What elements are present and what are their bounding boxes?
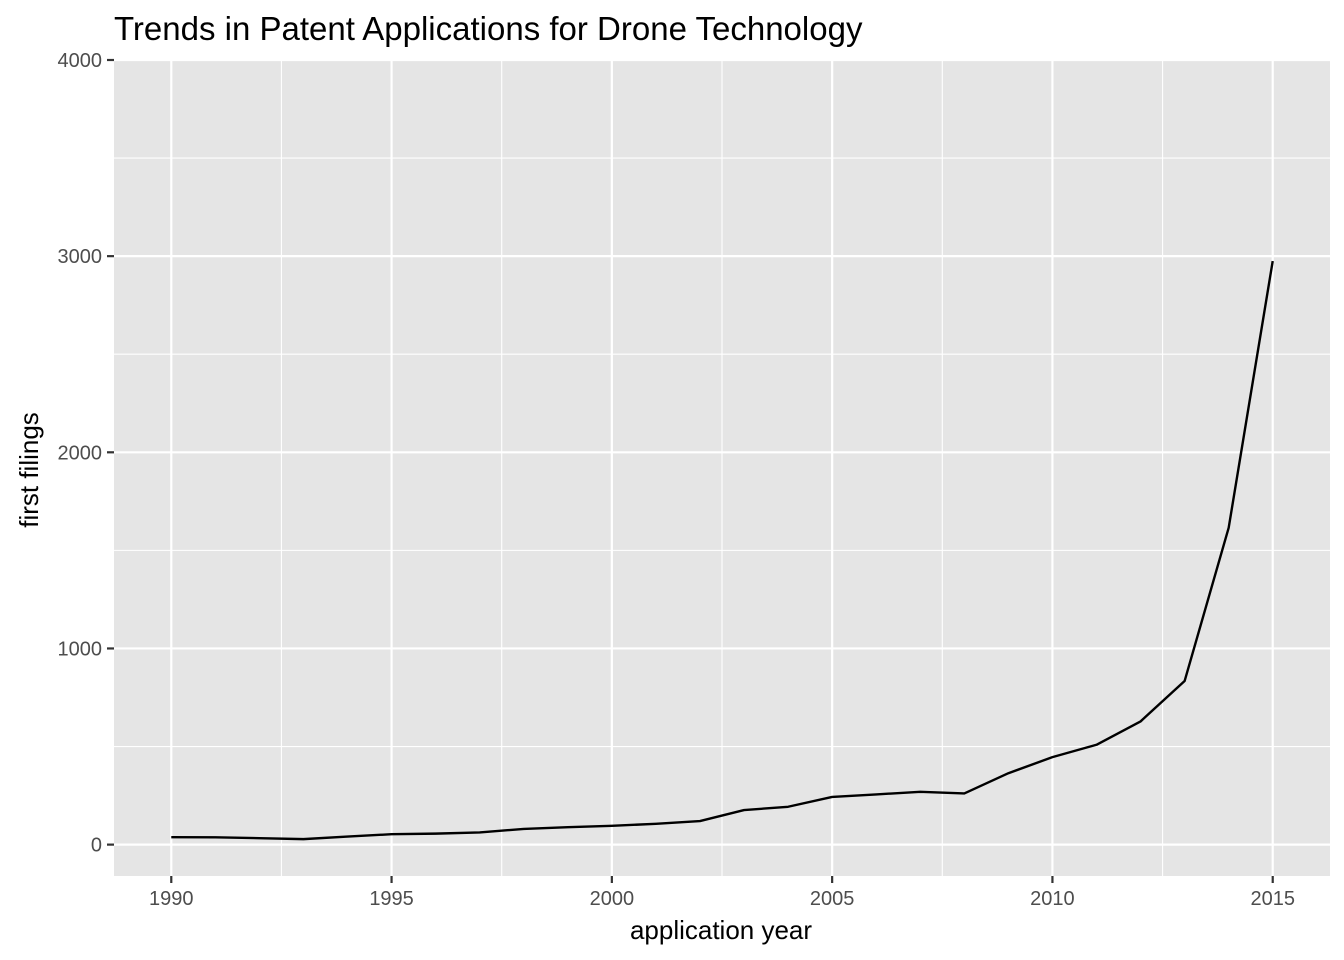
major-x-gridlines: [170, 60, 1274, 876]
x-tick-label: 2010: [1030, 888, 1075, 910]
minor-y-gridlines: [114, 157, 1330, 748]
x-tick-label: 1995: [369, 888, 414, 910]
x-tick-label: 2005: [810, 888, 855, 910]
chart-title: Trends in Patent Applications for Drone …: [114, 10, 863, 47]
y-tick-label: 2000: [58, 442, 103, 464]
x-axis: 1990 1995 2000 2005 2010 2015: [149, 876, 1295, 910]
minor-x-gridlines: [280, 60, 1164, 876]
major-y-gridlines: [114, 58, 1330, 846]
x-tick-label: 1990: [149, 888, 194, 910]
x-tick-label: 2000: [590, 888, 635, 910]
y-tick-label: 4000: [58, 50, 103, 72]
x-axis-title: application year: [630, 915, 812, 945]
y-tick-label: 3000: [58, 246, 103, 268]
x-tick-label: 2015: [1250, 888, 1295, 910]
y-axis-title: first filings: [14, 412, 44, 528]
series-group: [171, 260, 1274, 841]
y-axis: 0 1000 2000 3000 4000: [58, 50, 114, 857]
series-line: [171, 260, 1274, 841]
y-tick-label: 0: [91, 835, 102, 857]
y-tick-label: 1000: [58, 638, 103, 660]
